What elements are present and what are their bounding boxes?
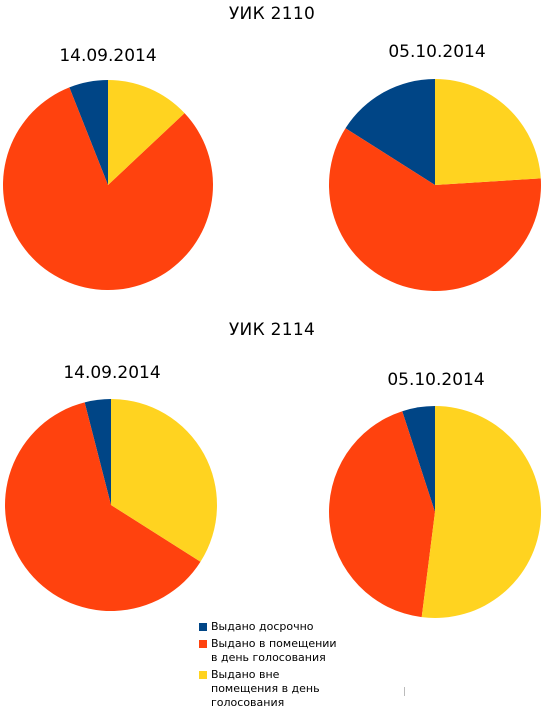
pie-title-2110-oct: 05.10.2014 xyxy=(388,42,486,62)
pie-title-2114-sep: 14.09.2014 xyxy=(63,363,161,383)
slice-inside xyxy=(329,411,435,618)
slice-early xyxy=(69,80,108,185)
legend-label-early: Выдано досрочно xyxy=(211,620,314,633)
slice-inside xyxy=(328,128,541,291)
slice-outside xyxy=(435,79,541,185)
slice-inside xyxy=(5,402,201,611)
slice-outside xyxy=(108,80,185,185)
pie-chart-2114-oct xyxy=(329,406,542,618)
legend-label-inside: Выдано в помещении в день голосования xyxy=(211,637,337,664)
pie-title-2110-sep: 14.09.2014 xyxy=(59,46,157,66)
slice-early xyxy=(402,406,435,512)
legend-swatch-inside xyxy=(199,640,207,648)
slice-early xyxy=(84,399,111,505)
slice-outside xyxy=(111,399,218,562)
legend-swatch-early xyxy=(199,623,207,631)
pie-chart-2110-oct xyxy=(328,79,541,291)
group-title-uik-2110: УИК 2110 xyxy=(228,4,316,24)
legend-item-outside: Выдано вне помещения в день голосования xyxy=(199,668,399,710)
legend: Выдано досрочно Выдано в помещении в ден… xyxy=(199,620,399,713)
slice-inside xyxy=(2,87,213,290)
legend-item-inside: Выдано в помещении в день голосования xyxy=(199,637,399,665)
group-title-uik-2114: УИК 2114 xyxy=(228,320,316,340)
pie-title-2114-oct: 05.10.2014 xyxy=(387,370,485,390)
divider-mark xyxy=(404,687,405,696)
slice-outside xyxy=(421,406,542,618)
legend-item-early: Выдано досрочно xyxy=(199,620,399,634)
pie-chart-2114-sep xyxy=(5,399,218,611)
pie-chart-2110-sep xyxy=(2,80,213,290)
slice-early xyxy=(345,79,435,185)
legend-swatch-outside xyxy=(199,671,207,679)
legend-label-outside: Выдано вне помещения в день голосования xyxy=(211,668,320,709)
